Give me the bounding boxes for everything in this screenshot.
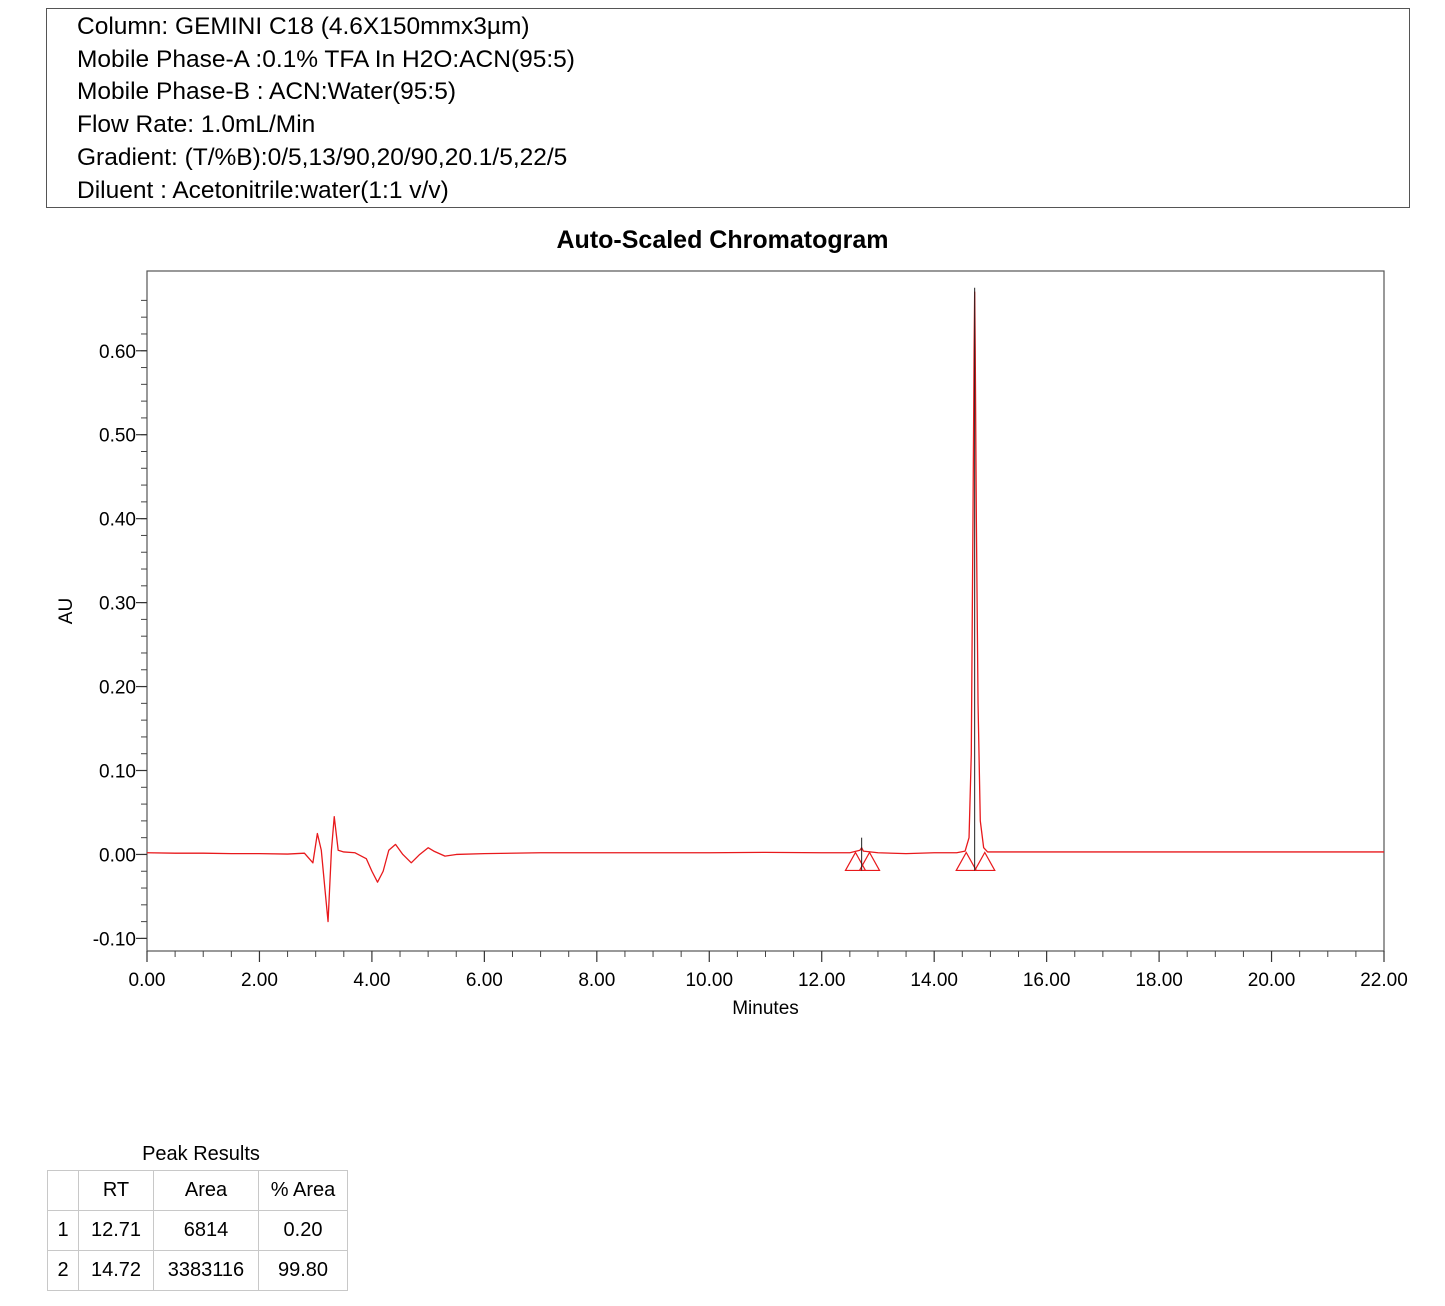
percent-area-cell: 0.20 xyxy=(258,1210,348,1251)
y-tick-label: 0.50 xyxy=(99,426,136,447)
area-cell: 3383116 xyxy=(153,1250,259,1291)
chart-title: Auto-Scaled Chromatogram xyxy=(556,226,889,254)
gradient-info: Gradient: (T/%B):0/5,13/90,20/90,20.1/5,… xyxy=(77,143,568,171)
header-cell: RT xyxy=(78,1170,154,1211)
header-cell: Area xyxy=(153,1170,259,1211)
table-row: 2 14.72 3383116 99.80 xyxy=(47,1250,348,1291)
peak-boundary-marker xyxy=(955,851,978,872)
peak-boundary-marker xyxy=(973,851,996,872)
x-tick-label: 22.00 xyxy=(1360,970,1408,991)
y-tick-label: 0.10 xyxy=(99,762,136,783)
y-tick-label: 0.30 xyxy=(99,594,136,615)
diluent-info: Diluent : Acetonitrile:water(1:1 v/v) xyxy=(77,176,449,204)
peak-boundary-marker xyxy=(858,851,881,872)
row-index-cell: 1 xyxy=(47,1210,79,1251)
x-tick-label: 0.00 xyxy=(129,970,166,991)
header-cell: % Area xyxy=(258,1170,348,1211)
rt-cell: 12.71 xyxy=(78,1210,154,1251)
plot-frame xyxy=(146,270,1385,952)
row-index-cell: 2 xyxy=(47,1250,79,1291)
chromatogram-chart: -0.10 0.00 0.10 0.20 0.30 0.40 0.50 0.60 0.00 2.0… xyxy=(56,270,1408,1019)
column-info: Column: GEMINI C18 (4.6X150mmx3µm) xyxy=(77,13,530,40)
x-tick-label: 20.00 xyxy=(1248,970,1296,991)
x-tick-label: 10.00 xyxy=(685,970,733,991)
peak-results-table: RT Area % Area 1 12.71 6814 0.20 2 14.72… xyxy=(47,1170,348,1291)
percent-area-cell: 99.80 xyxy=(258,1250,348,1291)
header-cell xyxy=(47,1170,79,1211)
mobile-phase-b-info: Mobile Phase-B : ACN:Water(95:5) xyxy=(77,78,456,106)
x-tick-label: 16.00 xyxy=(1023,970,1071,991)
y-tick-label: 0.40 xyxy=(99,510,136,531)
flow-rate-info: Flow Rate: 1.0mL/Min xyxy=(77,111,316,139)
x-tick-label: 14.00 xyxy=(910,970,958,991)
table-row: 1 12.71 6814 0.20 xyxy=(47,1210,348,1251)
table-header-row: RT Area % Area xyxy=(47,1170,348,1211)
mobile-phase-a-info: Mobile Phase-A :0.1% TFA In H2O:ACN(95:5… xyxy=(77,45,575,73)
method-info-box: Column: GEMINI C18 (4.6X150mmx3µm) Mobil… xyxy=(46,8,1410,208)
y-axis-label: AU xyxy=(56,598,77,624)
chromatogram-trace xyxy=(146,291,1384,923)
peak-table-caption: Peak Results xyxy=(142,1143,260,1165)
x-axis-label: Minutes xyxy=(732,998,799,1019)
rt-cell: 14.72 xyxy=(78,1250,154,1291)
x-tick-label: 6.00 xyxy=(466,970,503,991)
y-tick-label: 0.60 xyxy=(99,342,136,363)
y-tick-label: 0.20 xyxy=(99,678,136,699)
y-tick-label: -0.10 xyxy=(93,929,136,950)
x-tick-label: 18.00 xyxy=(1135,970,1183,991)
x-tick-label: 2.00 xyxy=(241,970,278,991)
area-cell: 6814 xyxy=(153,1210,259,1251)
peak-boundary-marker xyxy=(844,851,867,872)
x-tick-label: 8.00 xyxy=(578,970,615,991)
x-tick-label: 4.00 xyxy=(353,970,390,991)
x-tick-label: 12.00 xyxy=(798,970,846,991)
y-tick-label: 0.00 xyxy=(99,845,136,866)
